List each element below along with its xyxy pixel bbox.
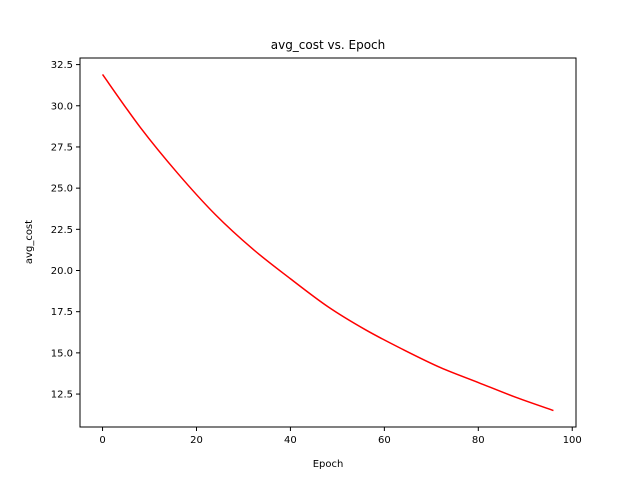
x-tick-label: 60	[378, 435, 391, 446]
x-tick-label: 0	[99, 435, 105, 446]
axes-frame	[79, 57, 577, 428]
chart-title: avg_cost vs. Epoch	[271, 38, 386, 52]
y-tick-label: 15.0	[51, 348, 73, 359]
y-tick-label: 17.5	[51, 307, 73, 318]
y-tick-label: 30.0	[51, 101, 73, 112]
y-tick-label: 22.5	[51, 225, 73, 236]
y-tick-label: 27.5	[51, 142, 73, 153]
y-axis-label: avg_cost	[24, 220, 35, 264]
series-line	[101, 74, 554, 412]
y-tick-label: 32.5	[51, 60, 73, 71]
y-tick-label: 25.0	[51, 184, 73, 195]
x-tick-label: 40	[284, 435, 297, 446]
x-axis-label: Epoch	[313, 459, 344, 470]
x-tick-label: 100	[563, 435, 582, 446]
y-tick-label: 20.0	[51, 266, 73, 277]
plot-area: 0 20 40 60 80 100 12.5 15.0 17.5 20.0 22.5 25.0 27.5…	[51, 60, 582, 446]
y-tick-label: 12.5	[51, 390, 73, 401]
x-tick-label: 20	[190, 435, 203, 446]
x-tick-label: 80	[472, 435, 485, 446]
